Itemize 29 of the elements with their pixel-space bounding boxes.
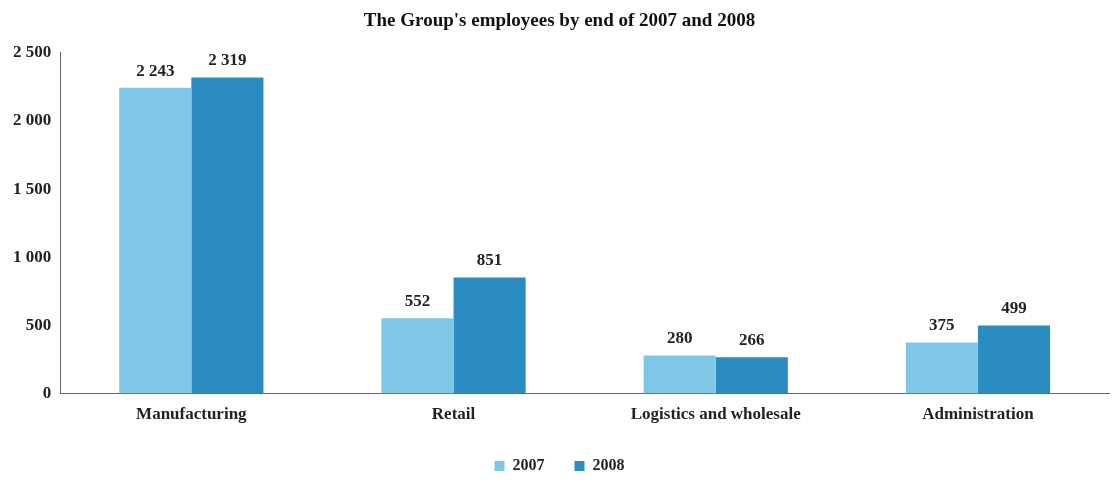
y-tick-label: 500 bbox=[25, 314, 52, 334]
data-label: 375 bbox=[929, 315, 955, 335]
bar bbox=[191, 77, 264, 394]
x-tick-label: Manufacturing bbox=[136, 404, 248, 424]
data-label: 499 bbox=[1001, 298, 1027, 318]
bar bbox=[119, 87, 192, 394]
y-tick-label: 1 500 bbox=[13, 178, 52, 198]
y-tick-label: 2 000 bbox=[13, 110, 52, 130]
legend-label: 2007 bbox=[512, 456, 545, 474]
bar bbox=[977, 325, 1051, 394]
data-label: 2 319 bbox=[208, 50, 247, 70]
data-label: 266 bbox=[739, 330, 765, 350]
chart-title: The Group's employees by end of 2007 and 2008 bbox=[363, 9, 756, 31]
y-tick-label: 0 bbox=[42, 382, 52, 402]
data-label: 2 243 bbox=[136, 60, 175, 80]
bar bbox=[453, 277, 526, 394]
data-label: 552 bbox=[404, 291, 431, 311]
x-tick-label: Retail bbox=[431, 404, 476, 424]
bar bbox=[381, 318, 454, 394]
bar bbox=[905, 342, 978, 394]
bar bbox=[643, 355, 716, 394]
x-tick-label: Logistics and wholesale bbox=[630, 404, 802, 424]
bar bbox=[715, 357, 788, 394]
y-tick-label: 1 000 bbox=[13, 246, 52, 266]
data-label: 851 bbox=[476, 250, 503, 270]
y-tick-label: 2 500 bbox=[13, 42, 52, 62]
x-tick-label: Administration bbox=[922, 404, 1035, 424]
legend-label: 2008 bbox=[592, 456, 625, 474]
data-label: 280 bbox=[666, 328, 693, 348]
